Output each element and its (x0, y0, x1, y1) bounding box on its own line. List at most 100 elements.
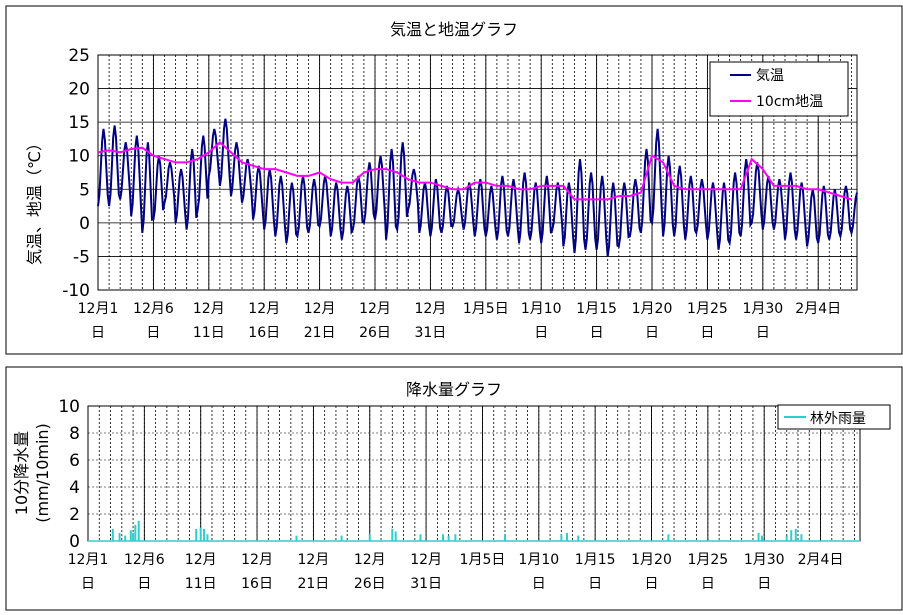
rain-bar (394, 531, 397, 541)
rain-bar (503, 534, 506, 541)
rain-bar (391, 528, 394, 541)
rain-x-tick-label: 1月30 (744, 552, 785, 568)
temp-x-tick-label: 1月30 (742, 301, 783, 317)
temp-x-tick-label: 12月 (359, 301, 391, 317)
rain-x-tick-label: 日 (532, 576, 546, 592)
rain-bar (124, 535, 127, 541)
temp-x-tick-label: 日 (534, 325, 548, 341)
temp-x-tick-label: 26日 (359, 325, 391, 341)
rain-bar (206, 534, 209, 541)
rain-y-axis-label-line1: 10分降水量 (12, 431, 31, 515)
rain-bar (195, 528, 198, 541)
rain-x-tick-label: 12月 (354, 552, 386, 568)
rain-bar (667, 534, 670, 541)
rain-x-tick-label: 日 (701, 576, 715, 592)
rain-bar (203, 528, 206, 541)
temp-x-tick-label: 日 (700, 325, 714, 341)
rain-y-tick-label: 0 (69, 532, 80, 552)
rain-plot-border (87, 405, 861, 542)
rain-y-tick-label: 2 (69, 505, 80, 525)
rain-x-tick-label: 31日 (410, 576, 442, 592)
rain-x-tick-label: 1月20 (631, 552, 672, 568)
rain-bar (340, 535, 343, 541)
temp-x-tick-label: 2月4日 (795, 301, 841, 317)
rain-x-tick-label: 2月4日 (798, 552, 844, 568)
rain-x-tick-label: 12月 (297, 552, 329, 568)
air-temp-line (97, 118, 858, 257)
temp-y-tick-label: -10 (62, 281, 90, 301)
temp-y-tick-label: 20 (68, 80, 90, 100)
temp-x-tick-label: 日 (590, 325, 604, 341)
rain-x-tick-label: 12月 (185, 552, 217, 568)
rain-bar (560, 534, 563, 541)
temp-x-tick-label: 21日 (304, 325, 336, 341)
temp-x-tick-label: 1月15 (576, 301, 617, 317)
rain-x-tick-label: 1月5日 (460, 552, 506, 568)
rain-y-tick-label: 8 (69, 424, 80, 444)
temp-x-tick-label: 日 (146, 325, 160, 341)
temp-x-tick-label: 12月 (304, 301, 336, 317)
rain-y-tick-label: 10 (58, 397, 80, 417)
temp-y-tick-label: 0 (79, 214, 90, 234)
temp-x-tick-label: 日 (645, 325, 659, 341)
rain-bar (790, 530, 793, 541)
rain-x-tick-label: 日 (645, 576, 659, 592)
rain-x-tick-label: 12月1 (68, 552, 109, 568)
temp-y-axis-label: 気温、地温（℃） (25, 135, 44, 265)
rain-x-tick-label: 11日 (185, 576, 217, 592)
rain-bar (137, 520, 140, 541)
legend-air-temp-label: 気温 (756, 68, 784, 84)
temp-x-tick-label: 1月20 (632, 301, 673, 317)
temp-x-tick-label: 1月10 (521, 301, 562, 317)
temp-chart-title: 気温と地温グラフ (390, 20, 518, 39)
rain-x-tick-label: 日 (81, 576, 95, 592)
rain-x-tick-label: 21日 (297, 576, 329, 592)
rain-bar (577, 535, 580, 541)
temp-x-tick-label: 日 (91, 325, 105, 341)
rain-x-tick-label: 12月6 (124, 552, 165, 568)
rain-plot-area: 0 2 4 6 8 10 12月1 日 12月6 日 12月 11日 12月 16日 12月 21日 12月 26… (58, 397, 861, 592)
rain-y-tick-label: 6 (69, 451, 80, 471)
rain-bar (794, 528, 797, 541)
rain-bar (129, 530, 132, 541)
temp-x-tick-label: 12月 (414, 301, 446, 317)
temp-x-tick-label: 12月 (248, 301, 280, 317)
rain-bar (199, 527, 202, 541)
rain-bar (447, 535, 450, 541)
rain-x-tick-label: 日 (757, 576, 771, 592)
rain-bar (118, 532, 121, 541)
temp-y-tick-label: 10 (68, 147, 90, 167)
temp-x-tick-label: 1月5日 (463, 301, 509, 317)
rain-x-tick-label: 日 (588, 576, 602, 592)
temp-x-tick-label: 12月 (193, 301, 225, 317)
rain-x-tick-label: 16日 (241, 576, 273, 592)
rain-x-tick-label: 日 (137, 576, 151, 592)
rain-x-tick-label: 26日 (354, 576, 386, 592)
rain-bar (760, 535, 763, 541)
temp-x-tick-label: 31日 (414, 325, 446, 341)
legend-soil-temp-label: 10cm地温 (756, 94, 823, 110)
rain-bar (757, 532, 760, 541)
rain-bar (442, 534, 445, 541)
rain-x-tick-label: 12月 (241, 552, 273, 568)
rain-x-tick-label: 1月15 (575, 552, 616, 568)
rain-bar (111, 528, 114, 541)
rain-y-axis-label-line2: (mm/10min) (33, 423, 52, 523)
temp-x-tick-label: 16日 (248, 325, 280, 341)
rain-x-tick-label: 1月10 (518, 552, 559, 568)
rain-x-tick-label: 1月25 (687, 552, 728, 568)
temp-x-tick-label: 12月1 (78, 301, 119, 317)
temp-x-tick-label: 12月6 (133, 301, 174, 317)
rain-bar (800, 534, 803, 541)
temp-x-tick-label: 11日 (193, 325, 225, 341)
rain-bar (565, 532, 568, 541)
legend-rain-label: 林外雨量 (810, 411, 866, 427)
rain-bar (419, 534, 422, 541)
temp-x-tick-label: 日 (756, 325, 770, 341)
rain-legend: 林外雨量 (777, 404, 891, 430)
temp-y-tick-label: 5 (79, 180, 90, 200)
temp-y-tick-label: -5 (73, 247, 90, 267)
rain-bar (134, 524, 137, 541)
temp-legend: 気温 10cm地温 (709, 61, 849, 117)
